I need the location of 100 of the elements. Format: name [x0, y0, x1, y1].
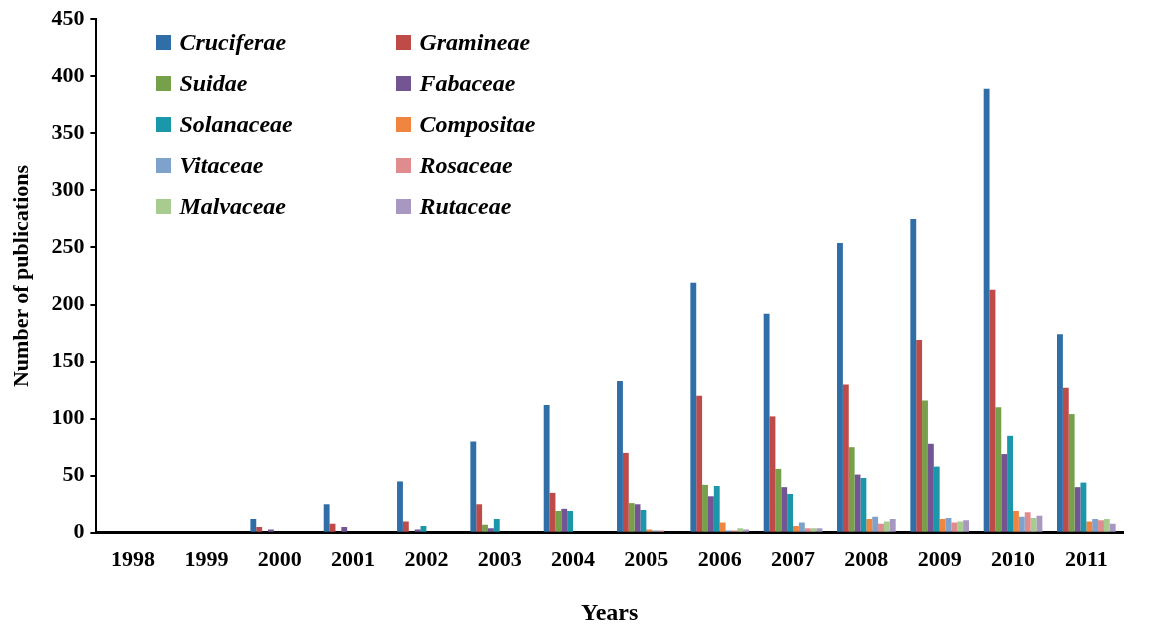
bar [816, 528, 823, 532]
bar [622, 452, 629, 532]
bar [837, 242, 843, 532]
bar [617, 381, 623, 532]
bar [341, 527, 348, 532]
bar [916, 339, 923, 532]
bar [763, 313, 770, 532]
bar [804, 528, 811, 532]
bar [256, 527, 263, 532]
y-tick-label: 150 [51, 347, 85, 373]
bar [957, 521, 964, 532]
bar [743, 529, 750, 532]
y-tick-label: 450 [51, 4, 85, 30]
x-tick-label: 2008 [844, 545, 889, 571]
x-tick-label: 2004 [551, 545, 596, 571]
legend-label: Solanaceae [179, 111, 293, 139]
bar [951, 522, 958, 532]
bar [567, 511, 574, 532]
legend-label: Compositae [419, 111, 536, 139]
bar [927, 443, 934, 532]
legend-label: Gramineae [419, 29, 531, 57]
bar [414, 529, 421, 532]
bar [719, 522, 726, 532]
bar [702, 484, 708, 532]
x-tick-label: 2006 [697, 545, 742, 571]
bar [487, 528, 494, 532]
x-tick-label: 2003 [477, 545, 522, 571]
bar [883, 521, 890, 532]
bar [402, 521, 409, 532]
bar [555, 511, 562, 532]
bar [1018, 516, 1025, 532]
bar [910, 218, 917, 532]
bar [696, 395, 703, 532]
bar [872, 516, 879, 532]
bar [1086, 521, 1093, 532]
bar [798, 522, 805, 532]
bar [1013, 511, 1019, 532]
bar [787, 494, 794, 532]
x-tick-label: 2002 [404, 545, 449, 571]
legend-label: Rutaceae [419, 193, 512, 221]
legend-label: Rosaceae [419, 152, 513, 180]
bar [690, 282, 697, 532]
bar [1109, 523, 1116, 532]
y-tick-label: 250 [51, 233, 85, 259]
bar [1080, 482, 1087, 532]
bar [561, 508, 568, 532]
bar [793, 525, 799, 532]
bar [482, 524, 488, 532]
bar [713, 486, 720, 532]
bar [1098, 520, 1104, 532]
y-tick-label: 50 [62, 461, 85, 487]
bar [250, 519, 257, 532]
x-tick-label: 2011 [1064, 545, 1108, 571]
bar [646, 529, 653, 532]
x-tick-label: 1999 [184, 545, 229, 571]
bar [1007, 435, 1014, 532]
bar [1001, 454, 1008, 532]
bar [1024, 512, 1031, 532]
bar [848, 447, 855, 532]
bar [1036, 515, 1043, 532]
bar [543, 404, 550, 532]
bar [922, 400, 928, 532]
y-tick-label: 350 [51, 119, 85, 145]
legend-label: Fabaceae [419, 70, 516, 98]
bar [470, 441, 477, 532]
bar [963, 520, 970, 532]
bar [707, 496, 714, 532]
bar [939, 519, 946, 532]
y-tick-label: 100 [51, 404, 85, 430]
bar [476, 504, 483, 532]
x-tick-label: 1998 [111, 545, 156, 571]
bar [267, 529, 274, 532]
x-tick-label: 2005 [624, 545, 669, 571]
y-axis-title: Number of publications [7, 164, 33, 388]
bar [995, 407, 1002, 532]
bar [640, 509, 647, 532]
bar [983, 88, 990, 532]
bar [737, 528, 744, 532]
x-tick-label: 2010 [991, 545, 1036, 571]
bar [933, 466, 940, 532]
bar [866, 519, 873, 532]
bar [878, 523, 884, 532]
legend-label: Malvaceae [179, 193, 287, 221]
bar [781, 487, 788, 532]
bar [810, 528, 817, 532]
x-tick-label: 2001 [331, 545, 376, 571]
bar [1062, 387, 1069, 532]
bar [842, 384, 849, 532]
bar [1057, 334, 1063, 532]
x-axis-title: Years [581, 598, 639, 625]
y-tick-label: 0 [73, 518, 85, 544]
y-tick-label: 200 [51, 290, 85, 316]
legend-label: Cruciferae [179, 29, 287, 57]
bar [860, 478, 867, 532]
bar [397, 481, 403, 532]
bar [1103, 519, 1110, 532]
bar [323, 504, 330, 532]
bar [1092, 519, 1099, 532]
x-tick-label: 2009 [917, 545, 962, 571]
y-tick-label: 400 [51, 61, 85, 87]
